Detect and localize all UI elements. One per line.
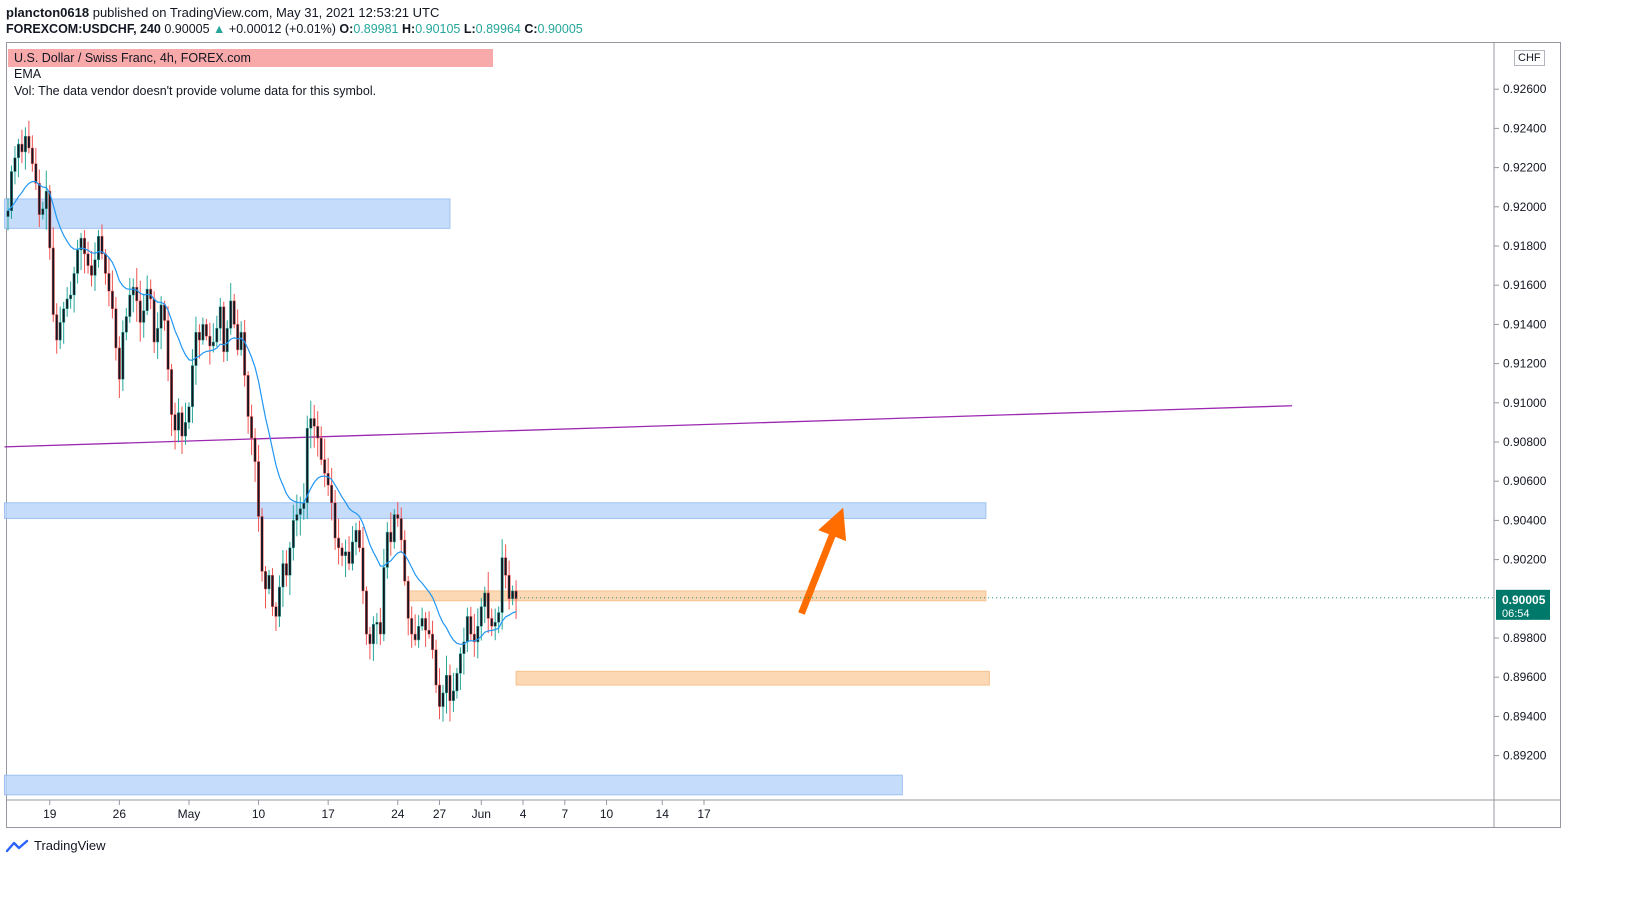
legend-volume[interactable]: Vol: The data vendor doesn't provide vol… <box>14 84 377 98</box>
low-label: L: <box>463 22 476 36</box>
footer-brand[interactable]: TradingView <box>6 838 106 853</box>
open-label: O: <box>339 22 354 36</box>
up-triangle-icon: ▲ <box>213 22 226 36</box>
symbol-name: FOREXCOM:USDCHF, 240 <box>6 22 161 36</box>
price-change: +0.00012 (+0.01%) <box>228 22 336 36</box>
publish-info: plancton0618 published on TradingView.co… <box>6 5 439 20</box>
currency-badge[interactable]: CHF <box>1514 50 1545 66</box>
high-label: H: <box>401 22 416 36</box>
footer-brand-label: TradingView <box>34 838 106 853</box>
author-name[interactable]: plancton0618 <box>6 5 90 20</box>
tradingview-logo-icon <box>6 839 29 852</box>
chart-frame <box>6 42 1561 828</box>
low-value: 0.89964 <box>475 22 521 36</box>
publish-text: published on TradingView.com, May 31, 20… <box>92 5 440 20</box>
legend-ema[interactable]: EMA <box>14 67 42 81</box>
last-price: 0.90005 <box>164 22 210 36</box>
high-value: 0.90105 <box>415 22 461 36</box>
symbol-ohlc-line: FOREXCOM:USDCHF, 240 0.90005 ▲ +0.00012 … <box>6 22 583 36</box>
open-value: 0.89981 <box>353 22 399 36</box>
close-value: 0.90005 <box>537 22 583 36</box>
legend-title[interactable]: U.S. Dollar / Swiss Franc, 4h, FOREX.com <box>8 49 493 67</box>
close-label: C: <box>524 22 538 36</box>
